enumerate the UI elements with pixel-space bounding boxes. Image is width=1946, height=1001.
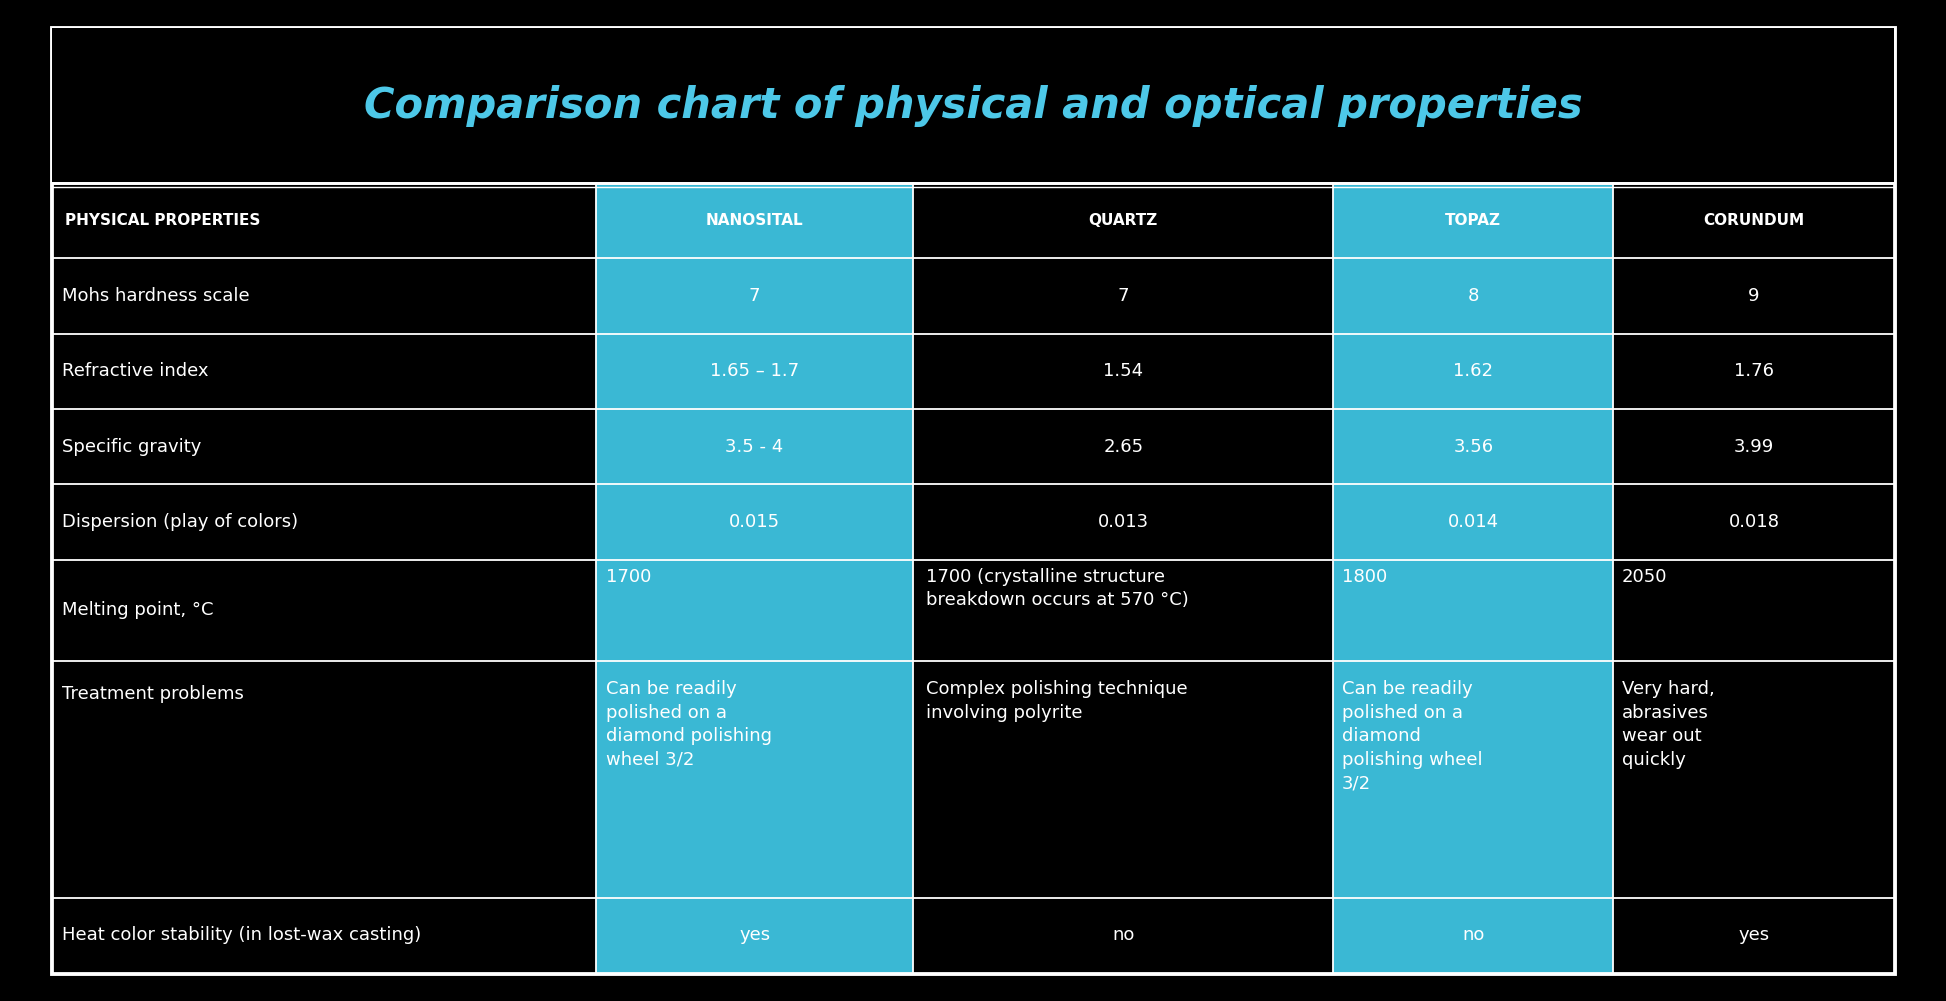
Bar [913,333,1333,409]
Text: 1700: 1700 [605,568,652,586]
Text: 1.62: 1.62 [1454,362,1493,380]
Bar [913,183,1333,258]
Bar [913,898,1333,973]
Bar [913,409,1333,484]
Bar [1333,560,1613,661]
Text: 3.99: 3.99 [1734,437,1775,455]
Bar [51,333,595,409]
Text: 1.65 – 1.7: 1.65 – 1.7 [710,362,800,380]
Bar [595,560,913,661]
Text: 3.5 - 4: 3.5 - 4 [726,437,784,455]
Bar [1613,661,1893,898]
Text: Treatment problems: Treatment problems [62,685,245,703]
Bar [51,661,595,898]
Bar [1613,333,1893,409]
Bar [595,661,913,898]
Text: 1.54: 1.54 [1103,362,1142,380]
Bar [1333,409,1613,484]
Text: 9: 9 [1748,287,1759,305]
Text: 0.013: 0.013 [1098,514,1148,532]
Bar [595,258,913,333]
Bar [51,484,595,560]
Text: 2.65: 2.65 [1103,437,1142,455]
Text: Comparison chart of physical and optical properties: Comparison chart of physical and optical… [364,85,1582,126]
Text: 3.56: 3.56 [1454,437,1493,455]
Bar [1333,484,1613,560]
Bar [913,661,1333,898]
Bar [595,898,913,973]
Bar [913,484,1333,560]
Text: no: no [1461,926,1485,944]
Bar [1613,560,1893,661]
Text: CORUNDUM: CORUNDUM [1703,213,1804,228]
Text: Complex polishing technique
involving polyrite: Complex polishing technique involving po… [926,680,1187,722]
Text: 0.015: 0.015 [730,514,780,532]
Bar [51,409,595,484]
Bar [51,183,595,258]
Text: Can be readily
polished on a
diamond
polishing wheel
3/2: Can be readily polished on a diamond pol… [1341,680,1483,793]
Text: Can be readily
polished on a
diamond polishing
wheel 3/2: Can be readily polished on a diamond pol… [605,680,773,769]
Bar [1613,484,1893,560]
Bar [51,898,595,973]
Text: 7: 7 [1117,287,1129,305]
Text: 8: 8 [1467,287,1479,305]
Text: 7: 7 [749,287,761,305]
Text: Melting point, °C: Melting point, °C [62,602,214,620]
Bar [1333,898,1613,973]
Text: 0.014: 0.014 [1448,514,1498,532]
Text: Refractive index: Refractive index [62,362,208,380]
Text: PHYSICAL PROPERTIES: PHYSICAL PROPERTIES [64,213,261,228]
Text: Mohs hardness scale: Mohs hardness scale [62,287,251,305]
Bar [51,28,1893,183]
Bar [1333,183,1613,258]
Text: Heat color stability (in lost-wax casting): Heat color stability (in lost-wax castin… [62,926,422,944]
Text: yes: yes [1738,926,1769,944]
Bar [913,560,1333,661]
Bar [51,560,595,661]
Bar [1333,661,1613,898]
Text: 2050: 2050 [1621,568,1668,586]
Text: Specific gravity: Specific gravity [62,437,202,455]
Bar [1613,183,1893,258]
Bar [595,333,913,409]
Bar [913,258,1333,333]
Bar [595,409,913,484]
Bar [1333,333,1613,409]
Text: 1.76: 1.76 [1734,362,1775,380]
Text: Dispersion (play of colors): Dispersion (play of colors) [62,514,298,532]
Text: Very hard,
abrasives
wear out
quickly: Very hard, abrasives wear out quickly [1621,680,1714,769]
Bar [1613,409,1893,484]
Text: 0.018: 0.018 [1728,514,1779,532]
Text: no: no [1111,926,1135,944]
Bar [51,258,595,333]
Bar [595,484,913,560]
Text: QUARTZ: QUARTZ [1088,213,1158,228]
Text: NANOSITAL: NANOSITAL [706,213,804,228]
Bar [1333,258,1613,333]
Text: 1800: 1800 [1341,568,1387,586]
Text: yes: yes [739,926,771,944]
Text: 1700 (crystalline structure
breakdown occurs at 570 °C): 1700 (crystalline structure breakdown oc… [926,568,1189,610]
Bar [595,183,913,258]
Text: TOPAZ: TOPAZ [1446,213,1500,228]
Bar [1613,258,1893,333]
Bar [1613,898,1893,973]
